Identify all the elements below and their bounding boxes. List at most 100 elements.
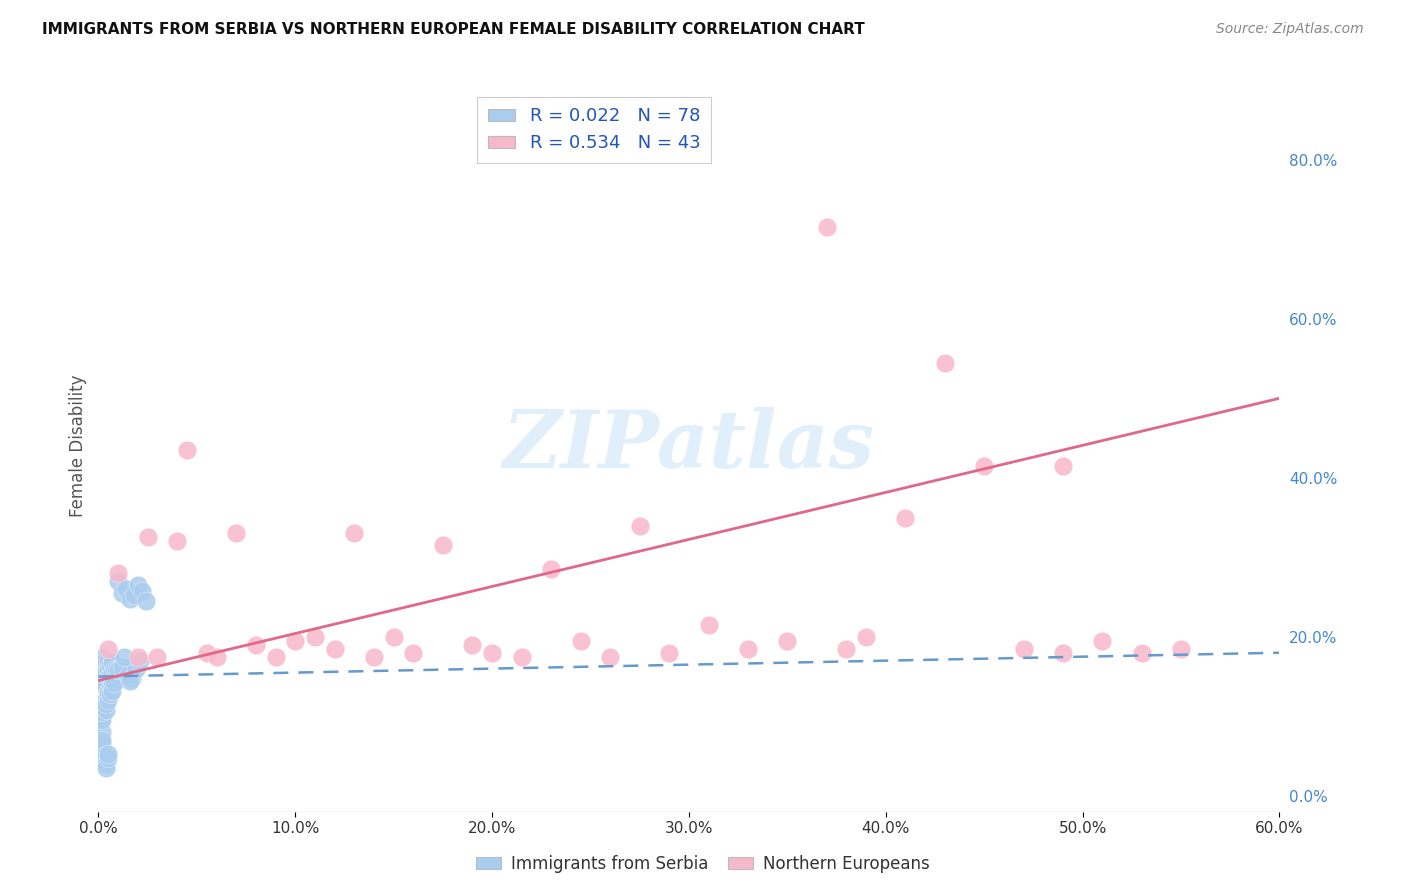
Point: [127, 578, 149, 592]
Point: [93, 660, 115, 674]
Point: [96, 757, 118, 772]
Point: [97, 654, 120, 668]
Point: [97, 685, 120, 699]
Point: [107, 566, 129, 581]
Point: [205, 649, 228, 664]
Point: [93, 701, 115, 715]
Point: [461, 638, 484, 652]
Point: [402, 646, 425, 660]
Point: [105, 663, 128, 677]
Point: [658, 646, 681, 660]
Point: [93, 749, 115, 764]
Point: [284, 633, 307, 648]
Point: [97, 669, 120, 683]
Point: [510, 649, 533, 664]
Point: [737, 641, 759, 656]
Point: [101, 655, 124, 669]
Point: [111, 660, 134, 674]
Point: [89, 741, 111, 756]
Point: [127, 649, 149, 664]
Point: [89, 657, 111, 672]
Point: [107, 663, 129, 677]
Point: [136, 530, 159, 544]
Point: [93, 671, 115, 685]
Point: [176, 442, 198, 457]
Point: [89, 654, 111, 668]
Point: [96, 703, 118, 717]
Point: [343, 526, 366, 541]
Point: [1170, 641, 1192, 656]
Point: [96, 761, 118, 775]
Point: [107, 574, 129, 589]
Point: [101, 684, 124, 698]
Point: [776, 633, 799, 648]
Point: [245, 638, 267, 652]
Point: [91, 725, 114, 739]
Text: Source: ZipAtlas.com: Source: ZipAtlas.com: [1216, 22, 1364, 37]
Point: [97, 662, 120, 676]
Point: [1052, 646, 1074, 660]
Point: [96, 667, 118, 681]
Point: [97, 750, 120, 764]
Point: [481, 646, 503, 660]
Point: [89, 709, 111, 723]
Point: [91, 737, 114, 751]
Point: [855, 630, 877, 644]
Point: [934, 355, 956, 369]
Text: IMMIGRANTS FROM SERBIA VS NORTHERN EUROPEAN FEMALE DISABILITY CORRELATION CHART: IMMIGRANTS FROM SERBIA VS NORTHERN EUROP…: [42, 22, 865, 37]
Point: [91, 706, 114, 720]
Point: [96, 664, 118, 678]
Point: [98, 687, 121, 701]
Point: [111, 586, 134, 600]
Point: [96, 691, 118, 706]
Point: [540, 562, 562, 576]
Point: [569, 633, 592, 648]
Point: [112, 649, 135, 664]
Point: [225, 526, 247, 541]
Point: [97, 641, 120, 656]
Legend: Immigrants from Serbia, Northern Europeans: Immigrants from Serbia, Northern Europea…: [470, 848, 936, 880]
Point: [97, 685, 120, 699]
Point: [103, 676, 125, 690]
Point: [93, 663, 115, 677]
Point: [118, 673, 141, 688]
Point: [1012, 641, 1035, 656]
Point: [118, 591, 141, 606]
Point: [117, 668, 139, 682]
Legend: R = 0.022   N = 78, R = 0.534   N = 43: R = 0.022 N = 78, R = 0.534 N = 43: [478, 96, 711, 163]
Point: [98, 657, 121, 672]
Point: [382, 630, 405, 644]
Point: [146, 649, 169, 664]
Point: [973, 458, 995, 473]
Point: [122, 657, 145, 672]
Point: [91, 662, 114, 676]
Point: [103, 673, 125, 688]
Y-axis label: Female Disability: Female Disability: [69, 375, 87, 517]
Point: [96, 679, 118, 693]
Point: [93, 677, 115, 691]
Point: [93, 655, 115, 669]
Point: [91, 733, 114, 747]
Point: [93, 699, 115, 714]
Point: [835, 641, 858, 656]
Point: [323, 641, 346, 656]
Point: [115, 665, 138, 680]
Point: [93, 753, 115, 767]
Point: [91, 673, 114, 688]
Point: [363, 649, 385, 664]
Point: [166, 534, 188, 549]
Point: [96, 672, 118, 686]
Point: [131, 583, 153, 598]
Point: [135, 594, 157, 608]
Point: [815, 220, 838, 235]
Point: [93, 668, 115, 682]
Point: [304, 630, 326, 644]
Point: [96, 697, 118, 711]
Text: ZIPatlas: ZIPatlas: [503, 408, 875, 484]
Point: [89, 665, 111, 680]
Point: [93, 695, 115, 709]
Point: [125, 662, 148, 676]
Point: [128, 654, 150, 668]
Point: [195, 646, 218, 660]
Point: [894, 510, 917, 524]
